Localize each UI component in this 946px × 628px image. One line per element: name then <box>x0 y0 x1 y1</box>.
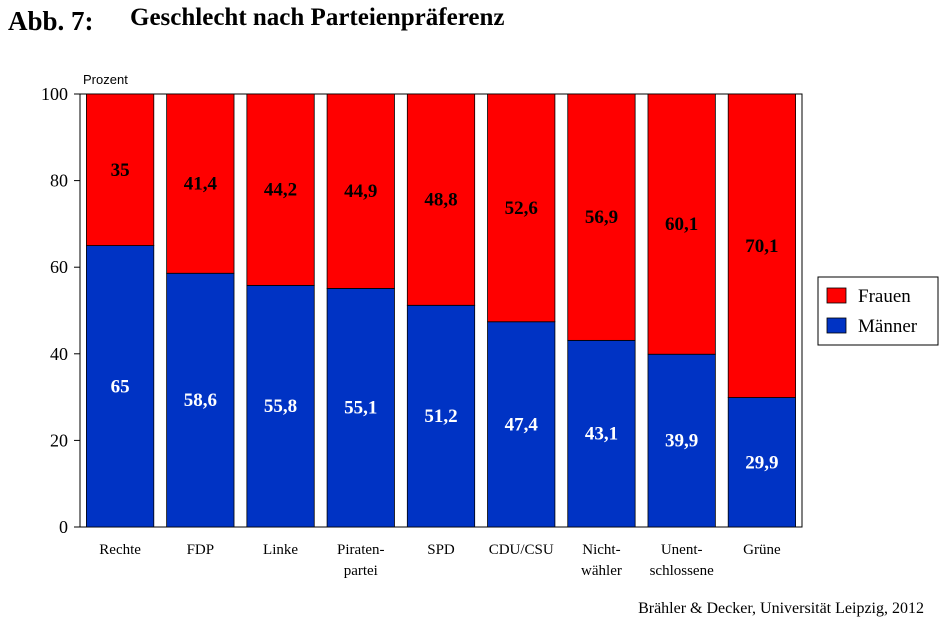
category-label: Rechte <box>99 542 141 558</box>
bar-frauen <box>567 93 636 341</box>
y-tick-label: 60 <box>50 257 68 277</box>
category-label: Piraten- <box>337 542 384 558</box>
bar-maenner <box>487 321 556 528</box>
bar-maenner <box>166 272 235 528</box>
bar-frauen <box>727 93 796 398</box>
y-tick-label: 0 <box>59 517 68 537</box>
y-tick-label: 100 <box>41 84 68 104</box>
bar-frauen <box>246 93 315 286</box>
data-label-maenner: 65 <box>111 376 130 397</box>
data-label-maenner: 58,6 <box>184 390 217 411</box>
category-label: wähler <box>581 563 622 579</box>
y-tick-label: 20 <box>50 430 68 450</box>
y-tick-label: 40 <box>50 344 68 364</box>
data-label-frauen: 35 <box>111 160 130 181</box>
bar-maenner <box>326 288 395 528</box>
category-label: CDU/CSU <box>489 542 554 558</box>
legend-label: Frauen <box>858 286 911 307</box>
source-credit: Brähler & Decker, Universität Leipzig, 2… <box>638 600 924 617</box>
data-label-frauen: 44,2 <box>264 180 297 201</box>
data-label-maenner: 51,2 <box>424 406 457 427</box>
data-label-maenner: 47,4 <box>505 414 539 435</box>
bar-maenner <box>727 397 796 528</box>
category-label: SPD <box>427 542 455 558</box>
y-tick-label: 80 <box>50 171 68 191</box>
data-label-frauen: 56,9 <box>585 207 618 228</box>
category-label: partei <box>344 563 378 579</box>
bar-maenner <box>86 245 155 528</box>
category-label: Grüne <box>743 542 781 558</box>
data-label-maenner: 29,9 <box>745 452 778 473</box>
bar-frauen <box>647 93 716 355</box>
category-label: FDP <box>187 542 215 558</box>
bar-maenner <box>567 339 636 528</box>
category-label: Nicht- <box>582 542 620 558</box>
bar-frauen <box>86 93 155 246</box>
bar-frauen <box>487 93 556 323</box>
data-label-frauen: 52,6 <box>505 198 538 219</box>
legend-label: Männer <box>858 316 918 337</box>
bar-maenner <box>406 304 476 528</box>
figure-label: Abb. 7: <box>8 6 94 36</box>
y-axis-label: Prozent <box>83 72 128 87</box>
legend-swatch <box>826 287 847 304</box>
bar-frauen <box>166 93 235 274</box>
category-label: Linke <box>263 542 298 558</box>
legend-swatch <box>826 317 847 334</box>
data-label-frauen: 41,4 <box>184 174 218 195</box>
data-label-frauen: 70,1 <box>745 236 778 257</box>
data-label-frauen: 60,1 <box>665 214 698 235</box>
data-label-maenner: 55,8 <box>264 396 297 417</box>
chart-title: Geschlecht nach Parteienpräferenz <box>130 4 505 31</box>
data-label-maenner: 55,1 <box>344 398 377 419</box>
category-label: Unent- <box>661 542 703 558</box>
bar-frauen <box>326 93 395 289</box>
bar-frauen <box>406 93 476 306</box>
data-label-maenner: 39,9 <box>665 431 698 452</box>
bar-maenner <box>647 353 716 528</box>
data-label-frauen: 44,9 <box>344 181 377 202</box>
data-label-maenner: 43,1 <box>585 424 618 445</box>
data-label-frauen: 48,8 <box>424 190 457 211</box>
category-label: schlossene <box>650 563 714 579</box>
bar-maenner <box>246 284 315 528</box>
